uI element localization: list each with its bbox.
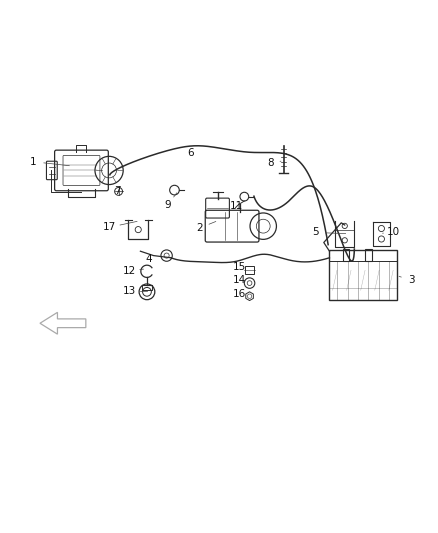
Text: 7: 7	[114, 187, 121, 196]
Text: 6: 6	[187, 148, 194, 158]
Text: 12: 12	[123, 266, 136, 276]
Text: 17: 17	[103, 222, 117, 232]
Text: 8: 8	[267, 158, 274, 167]
Text: 15: 15	[233, 262, 246, 271]
Text: 14: 14	[233, 276, 246, 286]
Text: 5: 5	[312, 228, 318, 237]
Text: 4: 4	[146, 254, 152, 264]
Text: 11: 11	[230, 201, 243, 211]
Text: 13: 13	[123, 286, 136, 295]
Text: 1: 1	[30, 157, 37, 167]
Text: 9: 9	[164, 200, 171, 211]
Text: 10: 10	[387, 227, 400, 237]
Text: 16: 16	[233, 289, 246, 300]
Bar	[329, 250, 397, 300]
Bar	[245, 265, 254, 274]
Bar	[343, 248, 349, 261]
Text: 3: 3	[408, 276, 414, 286]
Bar	[365, 248, 371, 261]
Text: 2: 2	[196, 223, 203, 233]
